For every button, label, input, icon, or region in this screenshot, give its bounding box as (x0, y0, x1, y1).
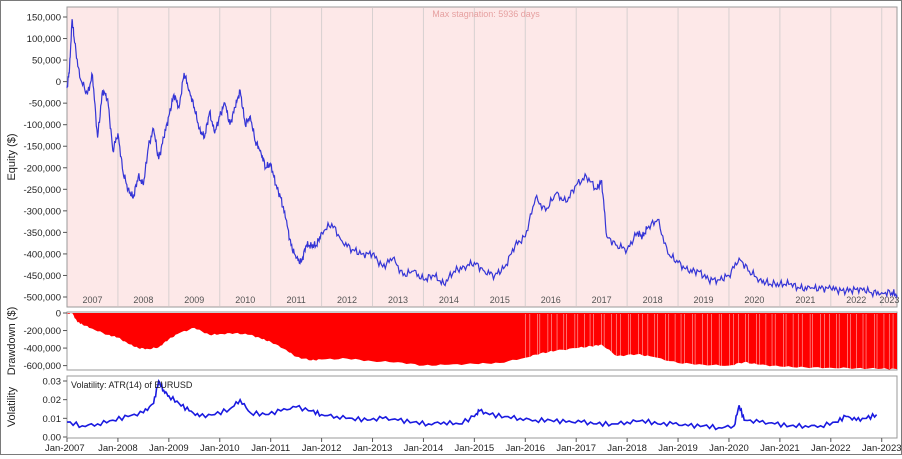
x-axis-tick-label: Jan-2020 (709, 443, 749, 454)
equity-y-tick-label: 50,000 (32, 56, 61, 67)
year-label: 2008 (133, 295, 153, 305)
x-axis-tick-label: Jan-2013 (353, 443, 393, 454)
year-label: 2023 (879, 295, 899, 305)
year-label: 2009 (184, 295, 204, 305)
year-label: 2018 (643, 295, 663, 305)
year-label: 2013 (388, 295, 408, 305)
equity-y-tick-label: -200,000 (23, 163, 61, 174)
year-label: 2007 (82, 295, 102, 305)
x-axis-tick-label: Jan-2007 (45, 443, 85, 454)
volatility-y-tick-label: 0.03 (43, 377, 62, 388)
equity-y-tick-label: -250,000 (23, 185, 61, 196)
volatility-y-ticks: 0.03 0.02 0.01 0.00 (43, 377, 67, 444)
equity-y-axis-label: Equity ($) (6, 133, 18, 180)
x-axis-tick-label: Jan-2015 (455, 443, 495, 454)
volatility-panel-background (66, 375, 898, 439)
x-axis-tick-label: Jan-2023 (862, 443, 901, 454)
year-label: 2019 (693, 295, 713, 305)
year-label: 2016 (541, 295, 561, 305)
volatility-line (66, 379, 878, 431)
x-axis-tick-label: Jan-2019 (658, 443, 698, 454)
equity-y-tick-label: -450,000 (23, 271, 61, 282)
drawdown-y-tick-label: -200,000 (23, 326, 61, 337)
equity-y-tick-label: -350,000 (23, 228, 61, 239)
x-axis-ticks: Jan-2007 Jan-2008 Jan-2009 Jan-2010 Jan-2011… (45, 438, 902, 454)
equity-year-dividers (117, 8, 883, 306)
drawdown-stripes (524, 314, 894, 369)
x-axis-tick-label: Jan-2012 (302, 443, 342, 454)
x-axis-tick-label: Jan-2018 (607, 443, 647, 454)
x-axis-tick-label: Jan-2017 (556, 443, 596, 454)
year-label: 2022 (846, 295, 866, 305)
equity-y-tick-label: 150,000 (27, 13, 61, 24)
volatility-y-tick-label: 0.00 (43, 433, 62, 444)
year-label: 2021 (795, 295, 815, 305)
equity-y-tick-label: -500,000 (23, 293, 61, 304)
drawdown-y-axis-label: Drawdown ($) (6, 307, 18, 375)
year-label: 2020 (744, 295, 764, 305)
equity-year-labels: 2007 2008 2009 2010 2011 2012 2013 2014 2015 2016… (82, 295, 899, 305)
equity-y-tick-label: -150,000 (23, 142, 61, 153)
year-label: 2012 (337, 295, 357, 305)
volatility-y-tick-label: 0.02 (43, 395, 62, 406)
max-stagnation-annotation: Max stagnation: 5936 days (432, 9, 540, 19)
year-label: 2015 (490, 295, 510, 305)
drawdown-y-tick-label: -600,000 (23, 361, 61, 372)
x-axis-tick-label: Jan-2022 (811, 443, 851, 454)
year-label: 2014 (439, 295, 459, 305)
drawdown-area (67, 313, 897, 370)
volatility-y-tick-label: 0.01 (43, 414, 62, 425)
x-axis-tick-label: Jan-2011 (251, 443, 290, 454)
equity-y-ticks: 150,000 100,000 50,000 0 -50,000 -100,000 -150… (23, 13, 67, 304)
x-axis-tick-label: Jan-2008 (98, 443, 138, 454)
equity-y-tick-label: -50,000 (29, 99, 61, 110)
x-axis-tick-label: Jan-2016 (505, 443, 545, 454)
year-label: 2011 (286, 295, 305, 305)
equity-y-tick-label: 100,000 (27, 34, 61, 45)
volatility-legend: Volatility: ATR(14) of EURUSD (71, 380, 193, 390)
equity-line (66, 19, 898, 300)
volatility-y-axis-label: Volatility (6, 386, 18, 427)
x-axis-tick-label: Jan-2009 (149, 443, 189, 454)
year-label: 2017 (592, 295, 612, 305)
equity-panel-background (66, 6, 898, 308)
drawdown-y-tick-label: -400,000 (23, 344, 61, 355)
x-axis-tick-label: Jan-2010 (200, 443, 240, 454)
year-label: 2010 (235, 295, 255, 305)
drawdown-y-tick-label: 0 (56, 309, 61, 320)
x-axis-tick-label: Jan-2021 (760, 443, 800, 454)
drawdown-y-ticks: 0 -200,000 -400,000 -600,000 (23, 309, 67, 372)
equity-y-tick-label: -400,000 (23, 249, 61, 260)
equity-y-tick-label: -300,000 (23, 206, 61, 217)
equity-y-tick-label: 0 (56, 77, 61, 88)
equity-y-tick-label: -100,000 (23, 120, 61, 131)
x-axis-tick-label: Jan-2014 (404, 443, 444, 454)
